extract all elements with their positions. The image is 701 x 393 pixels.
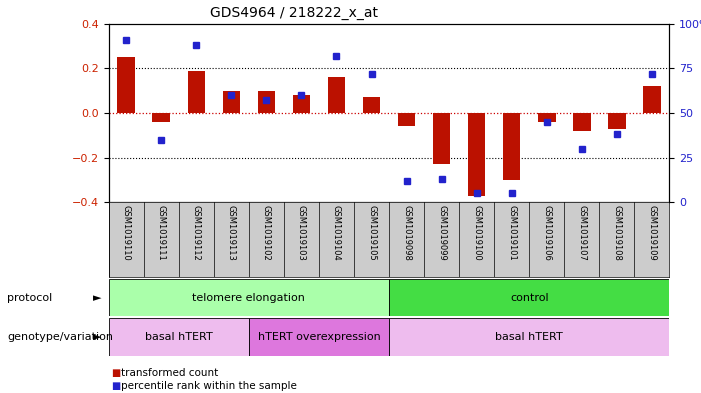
- Text: GSM1019101: GSM1019101: [508, 205, 516, 261]
- Bar: [573, 113, 590, 131]
- Text: GSM1019110: GSM1019110: [122, 205, 130, 261]
- Bar: [389, 318, 669, 356]
- Text: GDS4964 / 218222_x_at: GDS4964 / 218222_x_at: [210, 6, 378, 20]
- Text: GSM1019111: GSM1019111: [157, 205, 165, 261]
- Text: control: control: [510, 293, 549, 303]
- Text: GSM1019108: GSM1019108: [613, 205, 621, 261]
- Bar: [644, 86, 660, 113]
- Text: GSM1019113: GSM1019113: [227, 205, 236, 261]
- Bar: [258, 91, 275, 113]
- Bar: [109, 318, 249, 356]
- Text: telomere elongation: telomere elongation: [192, 293, 306, 303]
- Text: ■: ■: [111, 367, 120, 378]
- Text: percentile rank within the sample: percentile rank within the sample: [121, 381, 297, 391]
- Bar: [109, 279, 389, 316]
- Text: GSM1019107: GSM1019107: [578, 205, 586, 261]
- Bar: [327, 77, 345, 113]
- Text: GSM1019109: GSM1019109: [648, 205, 656, 261]
- Bar: [433, 113, 450, 164]
- Bar: [293, 95, 310, 113]
- Text: GSM1019098: GSM1019098: [402, 205, 411, 261]
- Bar: [187, 70, 205, 113]
- Text: genotype/variation: genotype/variation: [7, 332, 113, 342]
- Text: transformed count: transformed count: [121, 367, 218, 378]
- Text: GSM1019100: GSM1019100: [472, 205, 481, 261]
- Text: GSM1019103: GSM1019103: [297, 205, 306, 261]
- Bar: [398, 113, 415, 127]
- Bar: [538, 113, 555, 122]
- Bar: [363, 97, 380, 113]
- Bar: [249, 318, 389, 356]
- Text: GSM1019104: GSM1019104: [332, 205, 341, 261]
- Text: ■: ■: [111, 381, 120, 391]
- Text: ►: ►: [93, 293, 101, 303]
- Bar: [118, 57, 135, 113]
- Bar: [503, 113, 520, 180]
- Text: GSM1019106: GSM1019106: [543, 205, 551, 261]
- Text: ►: ►: [93, 332, 101, 342]
- Bar: [153, 113, 170, 122]
- Text: GSM1019102: GSM1019102: [262, 205, 271, 261]
- Bar: [468, 113, 485, 196]
- Text: GSM1019105: GSM1019105: [367, 205, 376, 261]
- Bar: [223, 91, 240, 113]
- Bar: [608, 113, 625, 129]
- Text: basal hTERT: basal hTERT: [145, 332, 212, 342]
- Bar: [389, 279, 669, 316]
- Text: GSM1019112: GSM1019112: [192, 205, 200, 261]
- Text: basal hTERT: basal hTERT: [496, 332, 563, 342]
- Text: hTERT overexpression: hTERT overexpression: [257, 332, 381, 342]
- Text: GSM1019099: GSM1019099: [437, 205, 446, 261]
- Text: protocol: protocol: [7, 293, 53, 303]
